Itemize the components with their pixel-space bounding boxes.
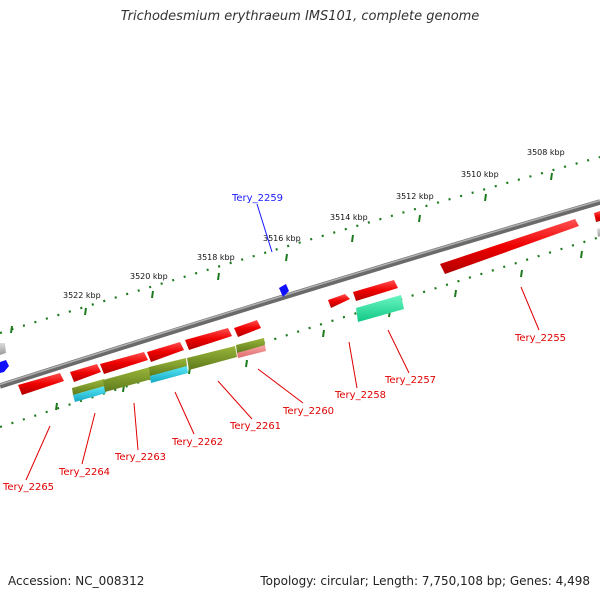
gene-feature (594, 211, 600, 222)
grey-feature (0, 343, 6, 355)
outer-major-ticks (10, 172, 553, 334)
topology-text: Topology: circular; Length: 7,750,108 bp… (260, 574, 590, 588)
grey-feature (597, 228, 600, 237)
gene-feature-tery-2263 (100, 352, 148, 374)
gene-label-leaders (25, 203, 540, 481)
gene-label: Tery_2264 (58, 467, 110, 478)
genome-backbone-highlight (0, 199, 600, 386)
tick-label: 3518 kbp (197, 253, 235, 262)
gene-feature-tery-2261 (185, 328, 232, 350)
tick-label: 3510 kbp (461, 170, 499, 179)
gene-feature (353, 280, 398, 301)
gene-feature-tery-2255 (440, 219, 579, 274)
tick-label: 3520 kbp (130, 272, 168, 281)
tick-label: 3522 kbp (63, 291, 101, 300)
tick-label: 3514 kbp (330, 213, 368, 222)
gene-label: Tery_2261 (229, 421, 281, 432)
gene-label: Tery_2260 (282, 406, 334, 417)
tick-label: 3512 kbp (396, 192, 434, 201)
gene-label: Tery_2262 (171, 437, 223, 448)
olive-feature (236, 338, 265, 353)
gene-label: Tery_2258 (334, 390, 386, 401)
olive-feature (187, 346, 237, 370)
gene-feature-tery-2260 (234, 320, 261, 337)
gene-label: Tery_2255 (514, 333, 566, 344)
map-title: Trichodesmium erythraeum IMS101, complet… (120, 9, 480, 24)
genome-backbone (0, 199, 600, 389)
accession-text: Accession: NC_008312 (8, 574, 145, 588)
cyan-feature (73, 386, 106, 402)
reverse-features (18, 228, 600, 402)
gene-feature-tery-2262 (147, 342, 184, 362)
gene-label: Tery_2259 (231, 193, 283, 204)
kbp-tick-labels: 3508 kbp 3510 kbp 3512 kbp 3514 kbp 3516… (63, 148, 565, 300)
inner-tick-track (0, 235, 600, 429)
gene-feature-tery-2264 (70, 364, 101, 382)
gene-feature (328, 294, 350, 308)
gene-label: Tery_2257 (384, 375, 436, 386)
outer-tick-track (0, 155, 600, 335)
olive-feature (149, 358, 187, 376)
pink-feature (237, 345, 266, 358)
gene-labels: Tery_2259 Tery_2255 Tery_2257 Tery_2258 … (2, 193, 566, 493)
cyan-feature (150, 366, 188, 383)
gene-label: Tery_2265 (2, 482, 54, 493)
gene-feature-tery-2265 (18, 373, 64, 395)
blue-marker (0, 360, 9, 373)
tick-label: 3516 kbp (263, 234, 301, 243)
teal-feature-tery-2257 (356, 295, 404, 322)
olive-feature (72, 379, 105, 395)
tick-label: 3508 kbp (527, 148, 565, 157)
forward-features (0, 211, 600, 373)
gene-label: Tery_2263 (114, 452, 166, 463)
olive-feature (103, 367, 152, 392)
blue-marker (279, 284, 289, 297)
